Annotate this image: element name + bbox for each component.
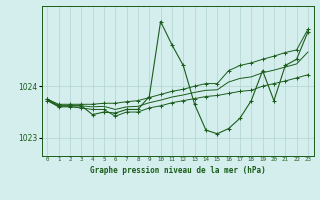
X-axis label: Graphe pression niveau de la mer (hPa): Graphe pression niveau de la mer (hPa) [90, 166, 266, 175]
